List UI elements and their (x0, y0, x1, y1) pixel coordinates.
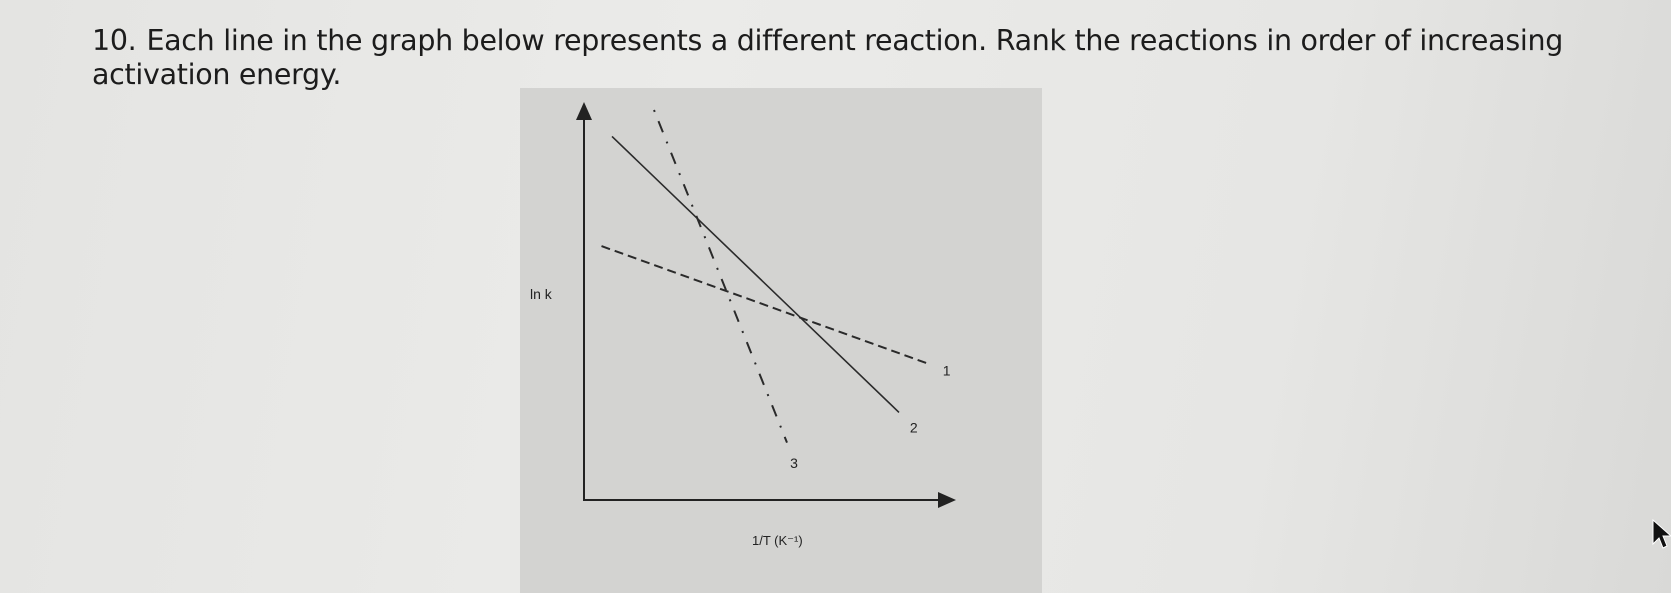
mouse-pointer-icon (1652, 518, 1671, 549)
question-body: Each line in the graph below represents … (92, 24, 1564, 91)
series-label-2: 2 (910, 420, 918, 436)
question-number: 10. (92, 24, 137, 57)
y-axis-label: ln k (530, 286, 553, 302)
series-line-3 (653, 109, 788, 444)
series-label-1: 1 (943, 363, 951, 379)
ln-k-vs-inverse-t-chart: ln k 1/T (K⁻¹) 1 2 3 (530, 102, 956, 548)
graph-figure: ln k 1/T (K⁻¹) 1 2 3 (520, 88, 1042, 593)
series-label-3: 3 (790, 455, 798, 471)
series-layer: 1 2 3 (601, 109, 951, 471)
question-text: 10. Each line in the graph below represen… (92, 24, 1592, 92)
x-axis-label: 1/T (K⁻¹) (752, 533, 803, 548)
series-line-2 (611, 135, 900, 413)
series-line-1 (601, 245, 928, 365)
